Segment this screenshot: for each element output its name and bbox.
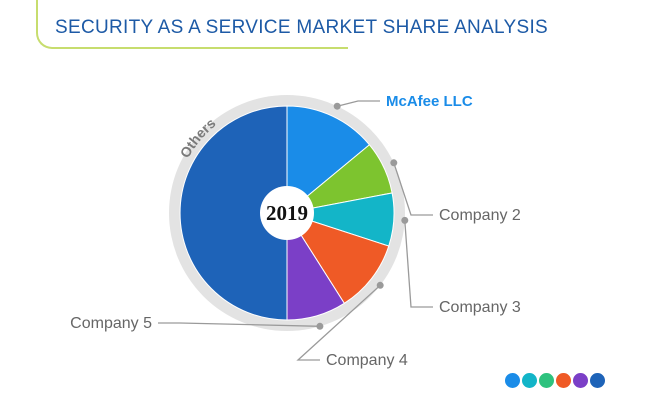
footer-dot <box>522 373 537 388</box>
pie-slice-company-4 <box>285 212 390 305</box>
footer-dot <box>590 373 605 388</box>
leader-line-mcafee-llc <box>337 100 380 107</box>
leader-line-company-3 <box>404 220 433 308</box>
center-year-label: 2019 <box>266 201 308 225</box>
center-badge <box>260 186 314 240</box>
leader-line-company-4 <box>296 284 381 361</box>
footer-dot <box>539 373 554 388</box>
slice-label-company-2: Company 2 <box>439 207 521 224</box>
footer-dot <box>573 373 588 388</box>
slice-label-company-4: Company 4 <box>326 352 408 369</box>
slice-label-company-3: Company 3 <box>439 299 521 316</box>
leader-line-company-2 <box>393 162 433 216</box>
slice-label-company-5: Company 5 <box>70 315 152 332</box>
pie-slice-others <box>179 105 288 321</box>
footer-dot <box>556 373 571 388</box>
footer-dot <box>505 373 520 388</box>
slice-label-mcafee-llc: McAfee LLC <box>386 93 473 110</box>
footer-dots <box>505 373 605 388</box>
leader-line-company-5 <box>158 322 320 327</box>
pie-slice-mcafee-llc <box>286 105 371 215</box>
page-title: SECURITY AS A SERVICE MARKET SHARE ANALY… <box>55 17 549 38</box>
title-frame <box>36 0 348 49</box>
